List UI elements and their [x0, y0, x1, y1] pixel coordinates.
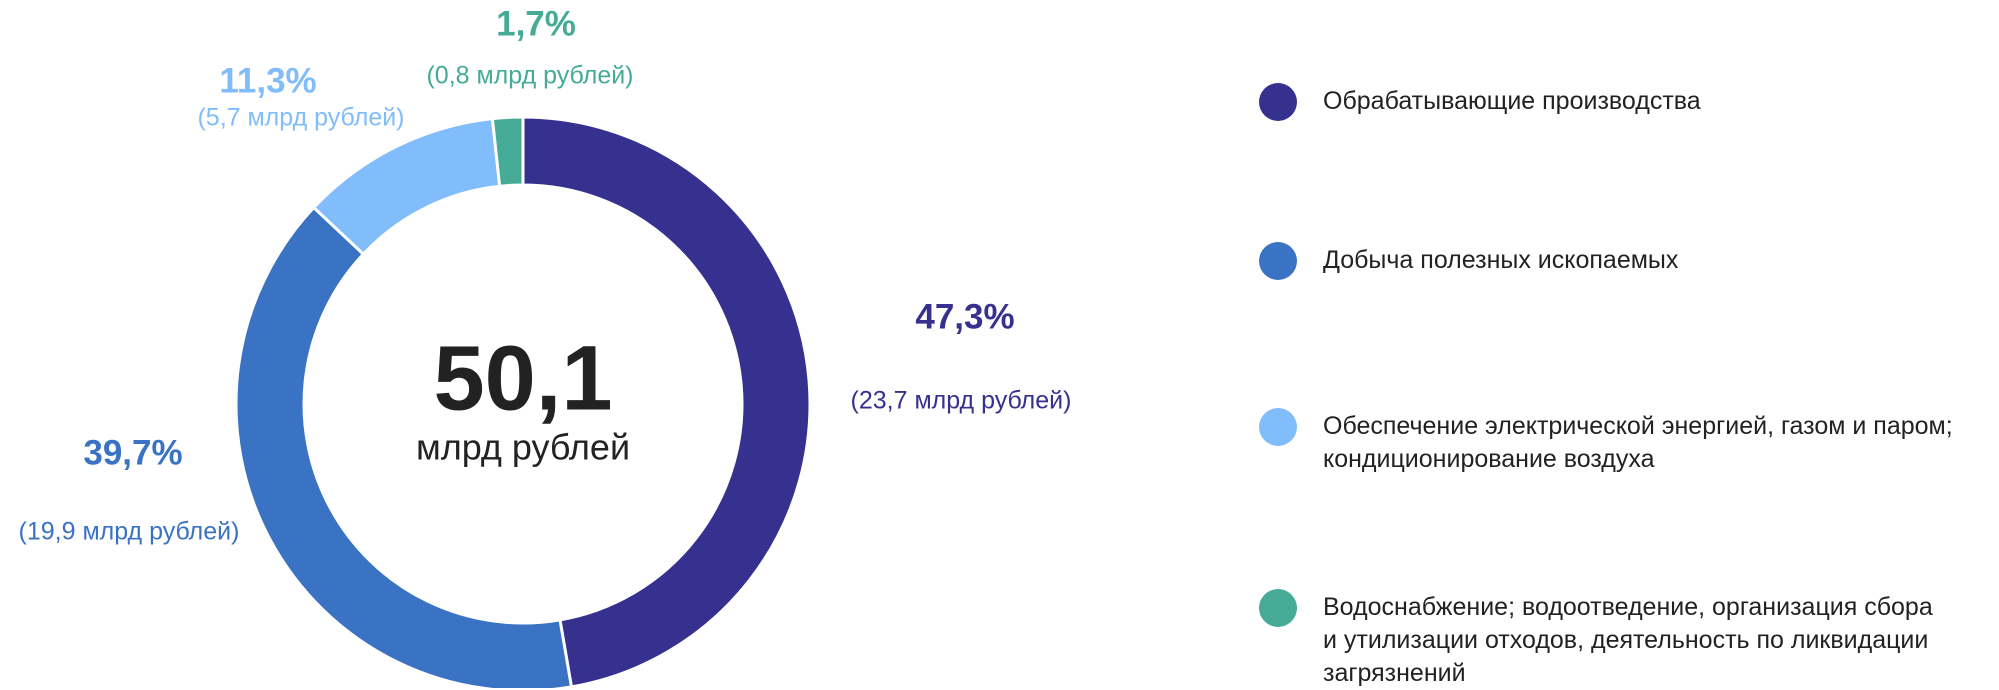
- value-label: 47,3%: [915, 297, 1014, 336]
- donut-segment: [311, 116, 502, 257]
- amount-label: (0,8 млрд рублей): [426, 62, 633, 90]
- legend-marker: [1259, 83, 1297, 121]
- value-label: 1,7%: [496, 4, 576, 43]
- legend-label: Обеспечение электрической энергией, газо…: [1323, 412, 1953, 473]
- legend-marker: [1259, 408, 1297, 446]
- donut-segment: [234, 205, 574, 688]
- legend-marker: [1259, 242, 1297, 280]
- donut-segment: [521, 115, 812, 688]
- donut-segment: [490, 115, 525, 188]
- value-label: 11,3%: [219, 61, 316, 100]
- legend-label: Добыча полезных ископаемых: [1323, 246, 1679, 274]
- legend-marker: [1259, 589, 1297, 627]
- legend-label: Обрабатывающие производства: [1323, 87, 1701, 115]
- amount-label: (5,7 млрд рублей): [197, 104, 404, 132]
- legend-label: Водоснабжение; водоотведение, организаци…: [1323, 593, 1933, 687]
- amount-label: (23,7 млрд рублей): [851, 387, 1072, 415]
- center-unit: млрд рублей: [416, 427, 630, 468]
- value-label: 39,7%: [83, 433, 182, 472]
- center-value: 50,1: [433, 327, 612, 429]
- amount-label: (19,9 млрд рублей): [19, 518, 240, 546]
